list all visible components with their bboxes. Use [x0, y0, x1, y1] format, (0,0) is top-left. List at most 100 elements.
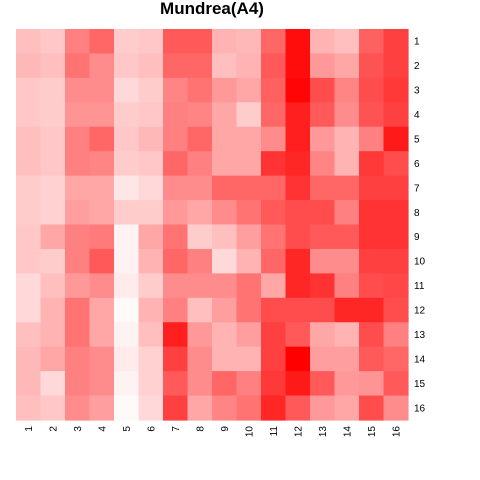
heatmap-cell [383, 126, 409, 152]
heatmap-cell [261, 126, 287, 152]
heatmap-cell [359, 224, 385, 250]
heatmap-cell [65, 273, 91, 299]
heatmap-cell [236, 346, 262, 372]
heatmap-cell [65, 322, 91, 348]
heatmap-cell [285, 126, 311, 152]
heatmap-cell [236, 224, 262, 250]
heatmap-cell [163, 77, 189, 103]
heatmap-cell [310, 248, 336, 274]
heatmap-cell [334, 346, 360, 372]
heatmap-cell [212, 175, 238, 201]
heatmap-cell [16, 273, 42, 299]
heatmap-cell [163, 126, 189, 152]
heatmap-cell [89, 200, 115, 226]
heatmap-cell [359, 29, 385, 55]
heatmap-cell [212, 273, 238, 299]
heatmap-cell [383, 175, 409, 201]
heatmap-cell [334, 102, 360, 128]
heatmap-cell [89, 346, 115, 372]
heatmap-cell [236, 371, 262, 397]
heatmap-cell [334, 53, 360, 79]
heatmap-cell [187, 175, 213, 201]
heatmap-cell [212, 151, 238, 177]
heatmap-cell [236, 102, 262, 128]
heatmap-cell [212, 395, 238, 421]
heatmap-cell [138, 102, 164, 128]
heatmap-cell [310, 273, 336, 299]
x-tick-label: 11 [269, 426, 280, 437]
heatmap-cell [89, 224, 115, 250]
heatmap-cell [334, 224, 360, 250]
heatmap-cell [310, 322, 336, 348]
heatmap-cell [89, 371, 115, 397]
heatmap-cell [359, 273, 385, 299]
heatmap-cell [236, 395, 262, 421]
heatmap-cell [359, 346, 385, 372]
heatmap-cell [261, 29, 287, 55]
y-tick-label: 1 [414, 37, 420, 48]
y-tick-label: 2 [414, 61, 420, 72]
heatmap-cell [261, 297, 287, 323]
heatmap-cell [65, 297, 91, 323]
heatmap-cell [114, 346, 140, 372]
x-tick-label: 4 [97, 426, 108, 432]
heatmap-cell [285, 297, 311, 323]
heatmap-cell [285, 53, 311, 79]
heatmap-cell [65, 77, 91, 103]
heatmap-cell [163, 224, 189, 250]
heatmap-cell [236, 175, 262, 201]
x-tick-label: 2 [48, 426, 59, 432]
heatmap-cell [138, 200, 164, 226]
heatmap-cell [40, 273, 66, 299]
y-tick-label: 15 [414, 379, 426, 390]
heatmap-cell [138, 175, 164, 201]
heatmap-cell [310, 151, 336, 177]
heatmap-cell [187, 151, 213, 177]
heatmap-cell [261, 53, 287, 79]
heatmap-cell [285, 395, 311, 421]
heatmap-cell [212, 224, 238, 250]
heatmap-cell [138, 346, 164, 372]
heatmap-cell [40, 77, 66, 103]
heatmap-cell [187, 346, 213, 372]
heatmap-cell [359, 175, 385, 201]
y-tick-label: 10 [414, 257, 426, 268]
heatmap-cell [261, 102, 287, 128]
heatmap-cell [16, 200, 42, 226]
heatmap-cell [89, 175, 115, 201]
heatmap-cell [163, 53, 189, 79]
heatmap-cell [89, 395, 115, 421]
y-tick-label: 6 [414, 159, 420, 170]
heatmap-cell [236, 273, 262, 299]
heatmap-cell [16, 77, 42, 103]
heatmap-cell [359, 53, 385, 79]
heatmap-cell [16, 395, 42, 421]
heatmap-cell [65, 53, 91, 79]
heatmap-cell [383, 322, 409, 348]
heatmap-cell [310, 126, 336, 152]
heatmap-cell [334, 126, 360, 152]
heatmap-cell [212, 102, 238, 128]
heatmap-cell [261, 200, 287, 226]
heatmap-cell [138, 371, 164, 397]
heatmap-cell [383, 102, 409, 128]
y-tick-label: 12 [414, 306, 426, 317]
heatmap-cell [212, 77, 238, 103]
heatmap-cell [187, 102, 213, 128]
heatmap-cell [310, 224, 336, 250]
heatmap-cell [114, 102, 140, 128]
y-tick-label: 7 [414, 183, 420, 194]
heatmap-cell [334, 200, 360, 226]
heatmap-cell [285, 175, 311, 201]
heatmap-cell [40, 53, 66, 79]
heatmap-cell [310, 371, 336, 397]
heatmap-cell [163, 29, 189, 55]
heatmap-cell [359, 248, 385, 274]
heatmap-cell [114, 53, 140, 79]
heatmap-cell [310, 77, 336, 103]
heatmap-cell [261, 175, 287, 201]
heatmap-cell [138, 151, 164, 177]
x-tick-label: 8 [195, 426, 206, 432]
y-tick-label: 9 [414, 232, 420, 243]
